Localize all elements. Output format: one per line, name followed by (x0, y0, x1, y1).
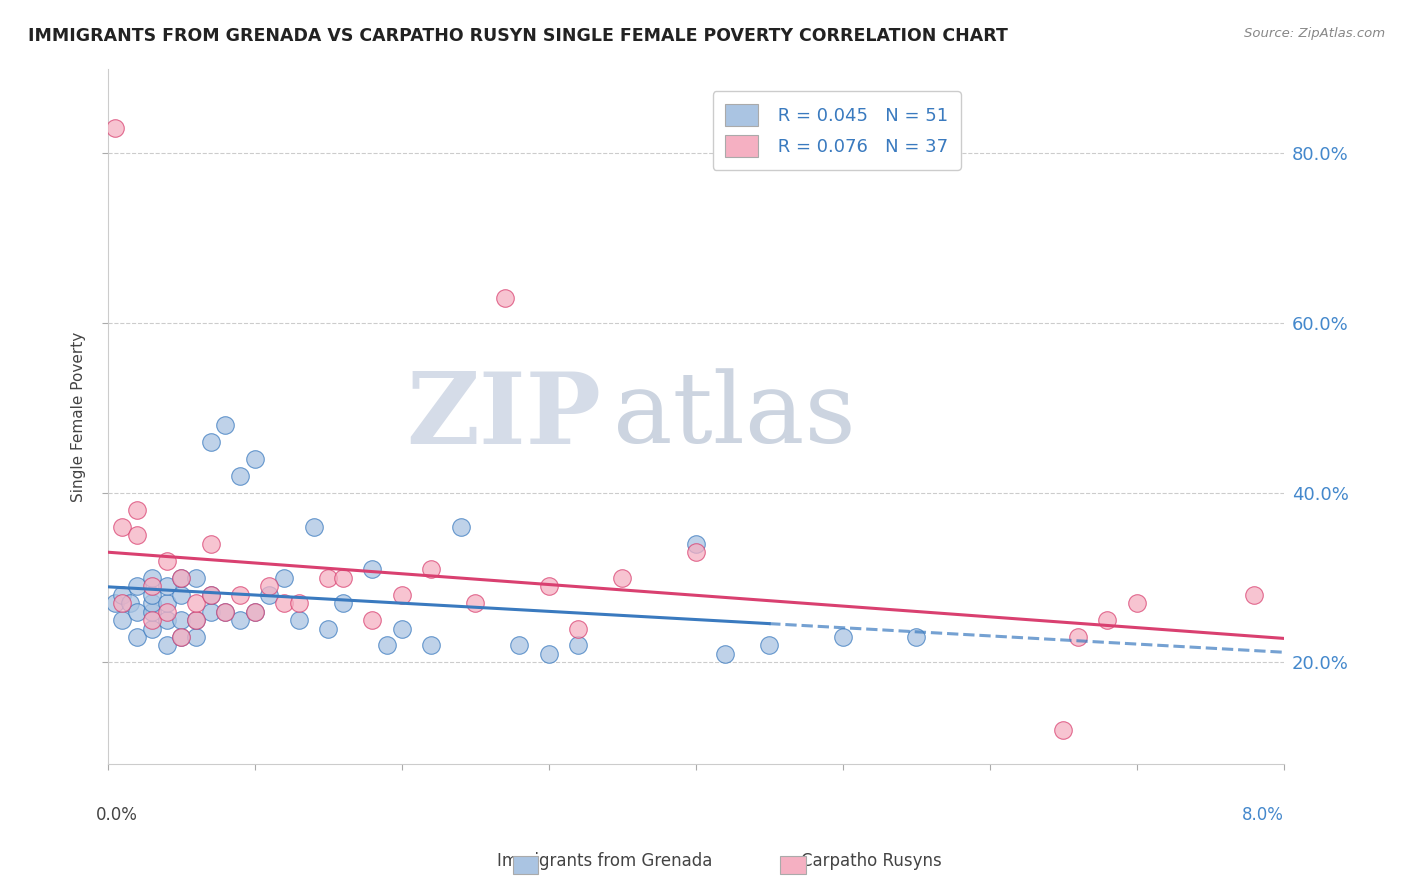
Point (111, 613, 134, 627)
Point (104, 596, 127, 610)
Point (111, 519, 134, 533)
Point (714, 647, 737, 661)
Point (243, 451, 266, 466)
Point (494, 291, 516, 305)
Point (288, 613, 311, 627)
Point (612, 571, 634, 585)
Point (127, 502, 149, 516)
Point (170, 571, 193, 585)
Point (1067, 630, 1090, 644)
Point (127, 605, 149, 619)
Point (229, 468, 252, 483)
Point (184, 613, 207, 627)
Point (391, 622, 413, 636)
Point (127, 579, 149, 593)
Point (243, 605, 266, 619)
Point (111, 596, 134, 610)
Text: Immigrants from Grenada: Immigrants from Grenada (496, 852, 713, 870)
Point (420, 562, 443, 576)
Text: atlas: atlas (613, 368, 856, 465)
Point (259, 579, 281, 593)
Point (141, 571, 163, 585)
Point (316, 571, 339, 585)
Point (508, 639, 530, 653)
Point (214, 417, 236, 432)
Point (155, 613, 177, 627)
Point (450, 519, 472, 533)
Point (229, 588, 252, 602)
Point (273, 596, 295, 610)
Point (141, 596, 163, 610)
Point (567, 639, 589, 653)
Point (391, 588, 413, 602)
Point (567, 622, 589, 636)
Point (332, 596, 354, 610)
Point (420, 639, 443, 653)
Point (1052, 723, 1074, 738)
Point (141, 579, 163, 593)
Point (332, 571, 354, 585)
Point (141, 622, 163, 636)
Point (170, 630, 193, 644)
Point (361, 562, 384, 576)
Text: 8.0%: 8.0% (1241, 806, 1284, 824)
Point (127, 630, 149, 644)
Point (155, 596, 177, 610)
Point (537, 579, 560, 593)
Point (184, 596, 207, 610)
Point (273, 571, 295, 585)
Text: Carpatho Rusyns: Carpatho Rusyns (801, 852, 942, 870)
Point (259, 588, 281, 602)
Point (200, 434, 222, 449)
Point (1243, 588, 1265, 602)
Point (170, 613, 193, 627)
Point (361, 613, 384, 627)
Point (905, 630, 928, 644)
Point (464, 596, 486, 610)
Point (127, 528, 149, 542)
Point (141, 588, 163, 602)
Point (685, 536, 707, 550)
Point (118, 596, 141, 610)
Point (141, 613, 163, 627)
Point (200, 588, 222, 602)
Point (170, 588, 193, 602)
Point (1125, 596, 1147, 610)
Point (184, 613, 207, 627)
Point (184, 571, 207, 585)
Point (141, 605, 163, 619)
Legend:  R = 0.045   N = 51,  R = 0.076   N = 37: R = 0.045 N = 51, R = 0.076 N = 37 (713, 92, 960, 169)
Point (214, 605, 236, 619)
Point (155, 554, 177, 568)
Point (288, 596, 311, 610)
Text: IMMIGRANTS FROM GRENADA VS CARPATHO RUSYN SINGLE FEMALE POVERTY CORRELATION CHAR: IMMIGRANTS FROM GRENADA VS CARPATHO RUSY… (28, 27, 1008, 45)
Point (200, 605, 222, 619)
Point (316, 622, 339, 636)
Point (537, 647, 560, 661)
Point (200, 588, 222, 602)
Point (1097, 613, 1119, 627)
Point (104, 120, 127, 135)
Point (302, 519, 325, 533)
Point (375, 639, 398, 653)
Point (155, 579, 177, 593)
Point (831, 630, 853, 644)
Point (184, 630, 207, 644)
Point (214, 605, 236, 619)
Text: ZIP: ZIP (406, 368, 602, 465)
Point (111, 588, 134, 602)
Text: Source: ZipAtlas.com: Source: ZipAtlas.com (1244, 27, 1385, 40)
Text: 0.0%: 0.0% (96, 806, 138, 824)
Point (170, 630, 193, 644)
Point (155, 605, 177, 619)
Point (229, 613, 252, 627)
Point (200, 536, 222, 550)
Y-axis label: Single Female Poverty: Single Female Poverty (72, 331, 86, 501)
Point (685, 545, 707, 559)
Point (243, 605, 266, 619)
Point (758, 639, 780, 653)
Point (170, 571, 193, 585)
Point (155, 639, 177, 653)
